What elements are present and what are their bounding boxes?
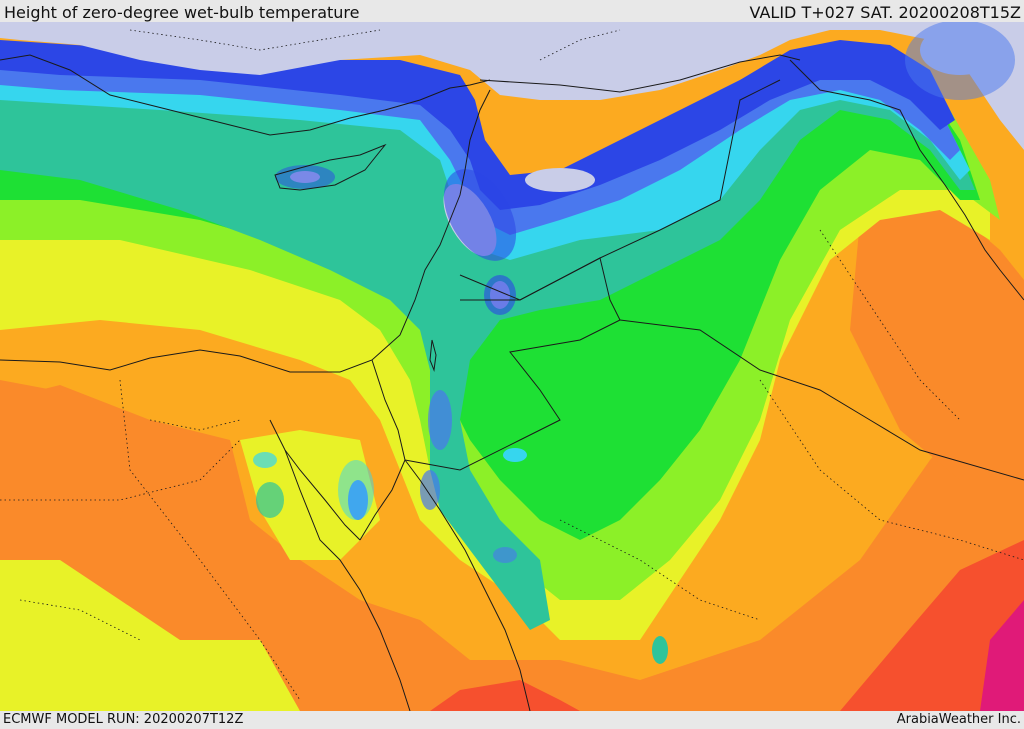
footer-bar: ECMWF MODEL RUN: 20200207T12Z ArabiaWeat… xyxy=(0,711,1024,729)
coast-dead-sea xyxy=(429,339,437,372)
coast-north-africa xyxy=(0,89,491,373)
blob-saudi-2 xyxy=(652,636,668,664)
coast-turkey xyxy=(0,54,491,136)
weather-map[interactable] xyxy=(0,22,1024,711)
layer-red xyxy=(840,540,1024,711)
coast-cyprus xyxy=(274,143,387,191)
coast-red-sea-west xyxy=(284,449,411,711)
layer-sea xyxy=(0,22,1024,150)
coast-gulf-suez xyxy=(269,419,361,541)
blob-syria-1 xyxy=(525,168,595,192)
layer-red-south xyxy=(430,680,580,711)
layer-teal xyxy=(0,60,975,630)
blob-iran-rim xyxy=(905,22,1015,100)
blob-jordan-2 xyxy=(420,470,440,510)
map-title: Height of zero-degree wet-bulb temperatu… xyxy=(4,3,360,22)
coast-red-sea-east xyxy=(404,459,531,711)
border-egypt-israel xyxy=(371,359,406,461)
layer-dark-orange-east xyxy=(850,190,1024,480)
coast-persian-gulf xyxy=(789,59,1024,301)
blob-lebanon-rim xyxy=(443,169,517,261)
layer-dark-orange xyxy=(0,360,1024,711)
layer-magenta xyxy=(980,600,1024,711)
header-bar: Height of zero-degree wet-bulb temperatu… xyxy=(0,0,1024,22)
blob-jordan-1 xyxy=(428,390,452,450)
map-canvas xyxy=(0,22,1024,711)
blob-syria-3 xyxy=(484,275,516,315)
layer-yellow-egypt xyxy=(0,560,300,711)
credit-label: ArabiaWeather Inc. xyxy=(896,712,1021,727)
coast-gulf-aqaba xyxy=(359,459,406,541)
coast-black-sea xyxy=(479,54,801,93)
layer-deep-blue xyxy=(0,40,955,210)
blob-cyprus-rim xyxy=(275,165,335,189)
blob-egypt-2 xyxy=(253,452,277,468)
blob-sinai-cyan xyxy=(338,460,374,520)
internal-boundaries xyxy=(0,29,1024,701)
blob-egypt-1 xyxy=(256,482,284,518)
border-syria-iraq xyxy=(459,79,781,301)
blob-saudi-1 xyxy=(493,547,517,563)
valid-time: VALID T+027 SAT. 20200208T15Z xyxy=(749,3,1021,22)
model-run-label: ECMWF MODEL RUN: 20200207T12Z xyxy=(3,712,244,727)
blob-jordan-3 xyxy=(503,448,527,462)
borders xyxy=(0,54,1024,711)
border-iraq-saudi xyxy=(619,319,1024,481)
